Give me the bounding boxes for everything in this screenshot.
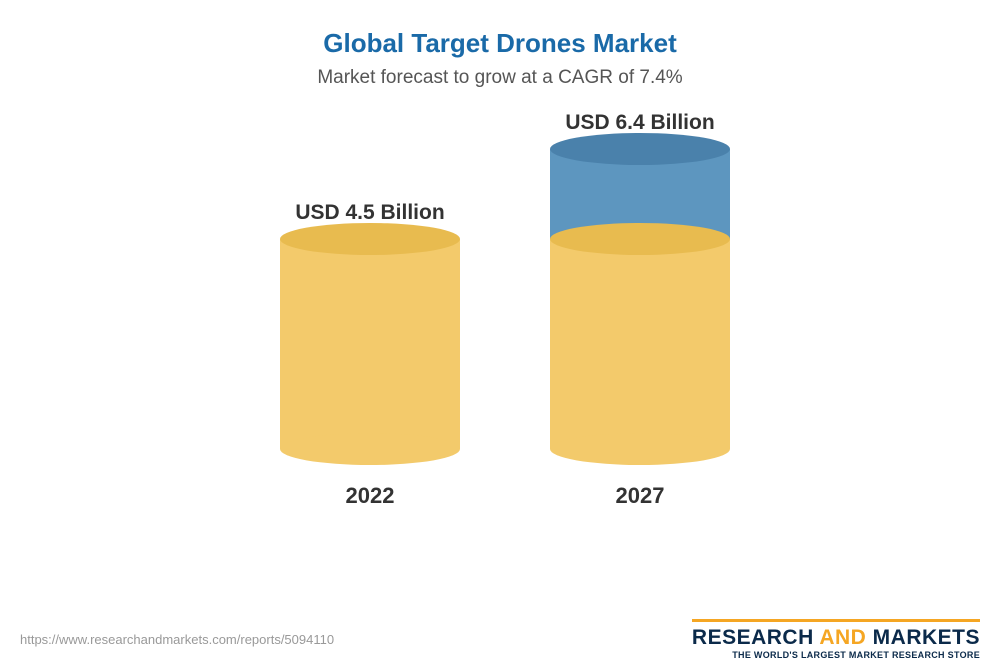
cylinder — [280, 239, 460, 449]
cylinder-segment — [550, 239, 730, 449]
cylinder — [550, 149, 730, 449]
brand-name: RESEARCH AND MARKETS — [692, 626, 980, 650]
brand-part3: MARKETS — [873, 626, 980, 649]
cylinder-bar: USD 4.5 Billion 2022 — [270, 111, 470, 509]
cylinder-bottom-ellipse — [280, 433, 460, 465]
chart-title: Global Target Drones Market — [0, 0, 1000, 59]
brand-tagline: THE WORLD'S LARGEST MARKET RESEARCH STOR… — [692, 650, 980, 660]
chart-subtitle: Market forecast to grow at a CAGR of 7.4… — [0, 59, 1000, 89]
cylinder-bottom-ellipse — [550, 433, 730, 465]
footer-url: https://www.researchandmarkets.com/repor… — [20, 632, 334, 647]
brand-block: RESEARCH AND MARKETS THE WORLD'S LARGEST… — [692, 619, 980, 660]
chart-area: USD 4.5 Billion 2022 USD 6.4 Billion 2027 — [0, 109, 1000, 569]
brand-part2: AND — [814, 626, 873, 649]
bar-year-label: 2027 — [540, 483, 740, 509]
bar-value-label: USD 4.5 Billion — [270, 201, 470, 225]
brand-part1: RESEARCH — [692, 626, 814, 649]
cylinder-bar: USD 6.4 Billion 2027 — [540, 111, 740, 509]
cylinder-top-ellipse — [550, 223, 730, 255]
cylinder-top-ellipse — [280, 223, 460, 255]
bar-value-label: USD 6.4 Billion — [540, 111, 740, 135]
footer: https://www.researchandmarkets.com/repor… — [0, 611, 1000, 667]
cylinder-top-ellipse — [550, 133, 730, 165]
cylinder-segment — [280, 239, 460, 449]
bar-year-label: 2022 — [270, 483, 470, 509]
